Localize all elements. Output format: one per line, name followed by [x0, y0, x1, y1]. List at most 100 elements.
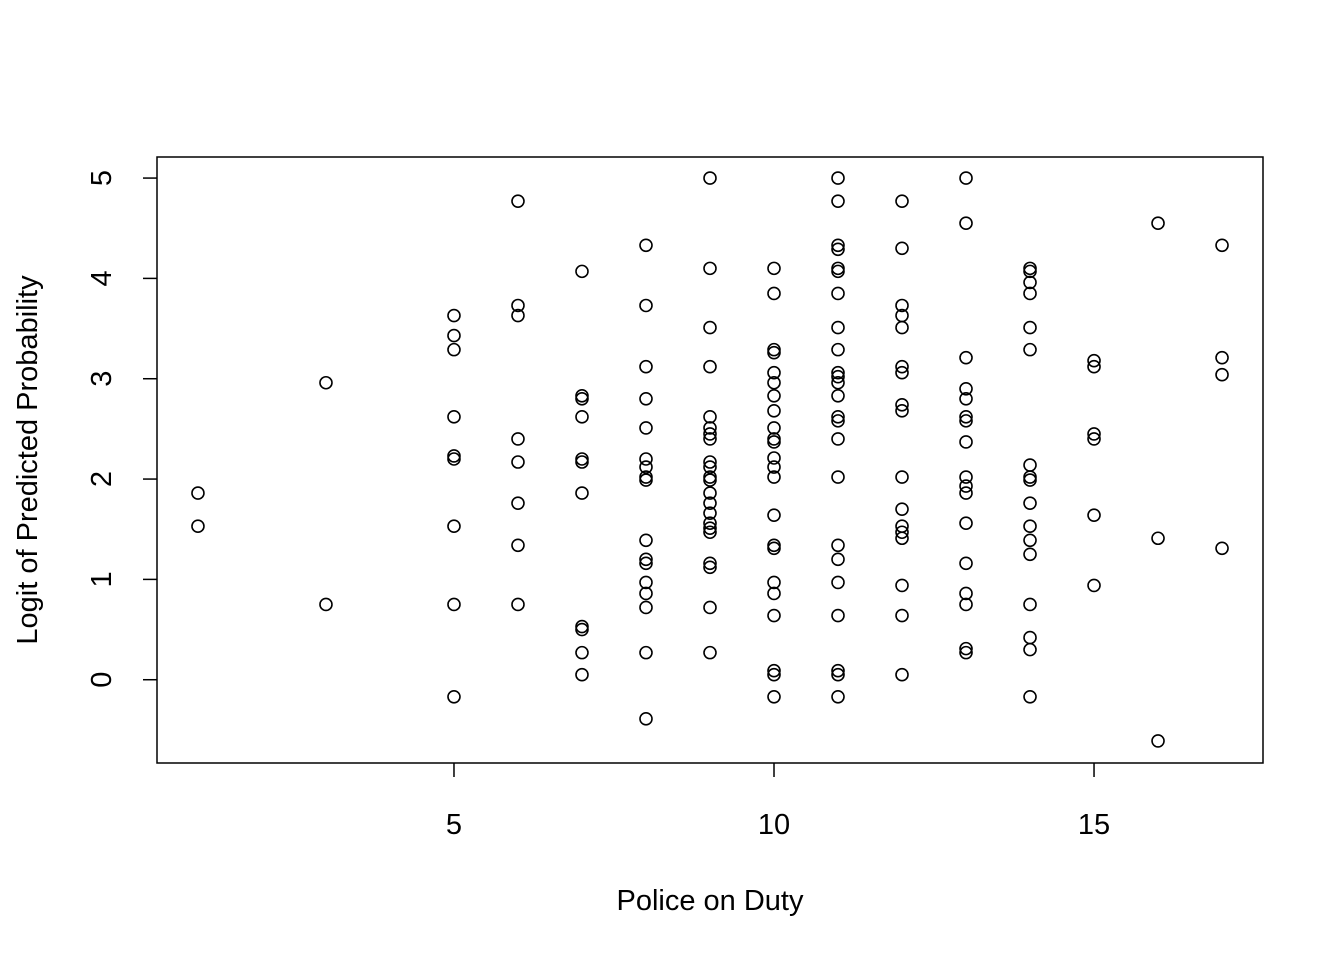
data-point — [703, 486, 717, 500]
data-point — [639, 552, 653, 567]
data-point — [831, 369, 845, 384]
data-point — [959, 470, 973, 484]
data-point — [831, 171, 845, 185]
data-point — [703, 460, 717, 474]
data-point — [703, 427, 717, 441]
data-point — [575, 391, 589, 406]
data-point — [959, 410, 973, 424]
data-point — [831, 410, 845, 424]
data-point — [703, 560, 717, 575]
data-point — [767, 451, 781, 465]
data-point — [703, 525, 717, 540]
data-point — [639, 359, 653, 374]
data-point — [703, 521, 717, 536]
data-point — [831, 365, 845, 380]
data-point — [1215, 238, 1229, 253]
y-tick-label: 4 — [86, 270, 118, 286]
data-point — [767, 435, 781, 449]
data-point — [959, 171, 973, 185]
data-point — [831, 388, 845, 403]
data-point — [831, 342, 845, 357]
data-point — [895, 320, 909, 335]
data-point — [959, 414, 973, 428]
data-point — [767, 375, 781, 390]
data-point — [767, 508, 781, 522]
data-point — [831, 414, 845, 428]
data-point — [959, 597, 973, 612]
data-point — [895, 398, 909, 412]
x-axis: 5 10 15 — [446, 763, 1110, 841]
data-point — [1023, 473, 1037, 487]
data-point — [959, 350, 973, 365]
data-point — [959, 645, 973, 660]
data-point — [703, 320, 717, 335]
data-point — [1087, 353, 1101, 368]
data-point — [511, 298, 525, 313]
data-point — [639, 645, 653, 660]
data-point — [511, 538, 525, 553]
data-point — [895, 298, 909, 313]
data-point — [639, 533, 653, 548]
data-point — [1023, 689, 1037, 704]
data-point — [895, 359, 909, 374]
data-point — [447, 342, 461, 357]
data-point — [1215, 367, 1229, 382]
data-point — [1215, 350, 1229, 365]
data-point — [703, 421, 717, 435]
data-point — [1087, 578, 1101, 593]
x-tick-label: 5 — [446, 809, 462, 841]
x-tick-label: 10 — [758, 809, 790, 841]
data-point — [703, 261, 717, 276]
data-point — [895, 470, 909, 484]
y-axis-label: Logit of Predicted Probability — [12, 275, 44, 645]
data-point — [1023, 275, 1037, 290]
data-point — [895, 667, 909, 682]
data-point — [831, 667, 845, 682]
data-point — [575, 667, 589, 682]
data-point — [959, 435, 973, 449]
data-point — [895, 531, 909, 546]
data-point — [639, 556, 653, 571]
data-point — [1087, 432, 1101, 446]
data-point — [959, 391, 973, 406]
data-point — [831, 320, 845, 335]
data-point — [895, 194, 909, 208]
data-point — [831, 432, 845, 446]
data-points — [191, 171, 1229, 748]
data-point — [767, 608, 781, 623]
data-point — [767, 286, 781, 301]
data-point — [639, 238, 653, 253]
data-point — [575, 264, 589, 279]
data-point — [639, 298, 653, 313]
data-point — [447, 410, 461, 424]
data-point — [639, 600, 653, 615]
data-point — [1023, 320, 1037, 335]
data-point — [959, 381, 973, 396]
data-point — [895, 502, 909, 516]
data-point — [511, 455, 525, 469]
data-point — [959, 556, 973, 571]
y-tick-label: 3 — [86, 371, 118, 387]
data-point — [831, 663, 845, 678]
data-point — [1151, 531, 1165, 546]
data-point — [703, 432, 717, 446]
y-tick-label: 1 — [86, 571, 118, 587]
data-point — [447, 689, 461, 704]
data-point — [959, 641, 973, 656]
data-point — [639, 391, 653, 406]
data-point — [1151, 216, 1165, 231]
data-point — [639, 575, 653, 590]
data-point — [703, 645, 717, 660]
data-point — [1023, 533, 1037, 548]
data-point — [767, 575, 781, 590]
data-point — [831, 575, 845, 590]
data-point — [703, 496, 717, 510]
data-point — [895, 608, 909, 623]
data-point — [703, 506, 717, 520]
data-point — [831, 238, 845, 253]
data-point — [703, 556, 717, 571]
data-point — [767, 586, 781, 601]
data-point — [1023, 547, 1037, 562]
